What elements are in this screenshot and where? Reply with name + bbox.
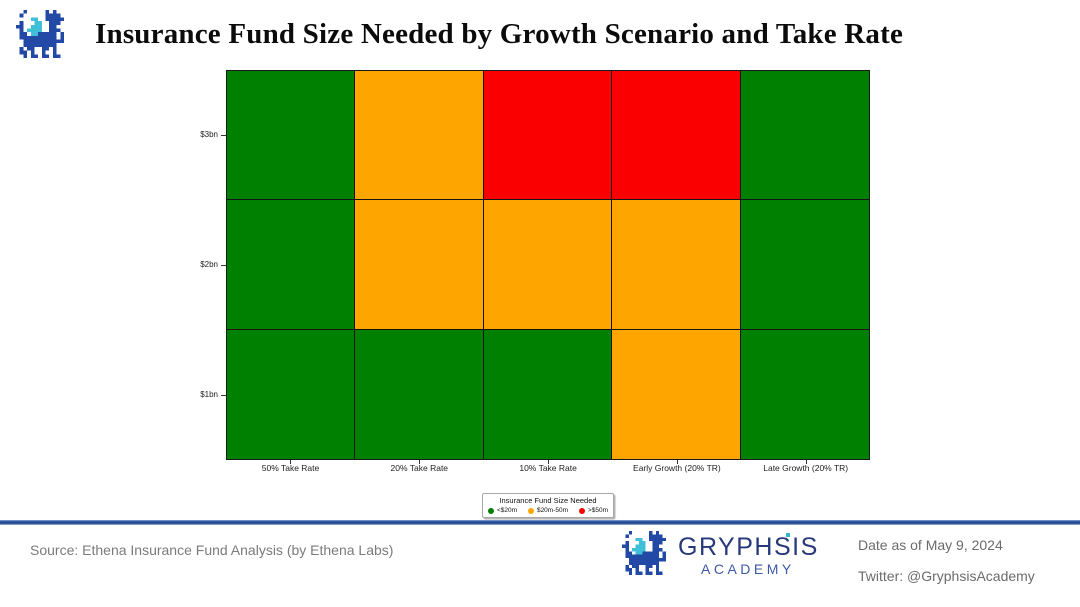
x-tick-label: Early Growth (20% TR) [633, 463, 721, 473]
legend-label: >$50m [587, 507, 608, 514]
x-tick-label: 20% Take Rate [390, 463, 449, 473]
heatmap-cell [227, 329, 356, 459]
legend: Insurance Fund Size Needed <$20m $20m-50m… [482, 493, 614, 518]
legend-dot-icon [488, 507, 494, 514]
heatmap-cell [355, 71, 484, 201]
gryphsis-dragon-icon-footer [622, 531, 666, 575]
y-tick-mark [221, 265, 226, 266]
x-tick-mark [290, 460, 292, 464]
x-tick-mark [548, 460, 549, 464]
brand-i-dot-accent [786, 533, 790, 537]
date-text: Date as of May 9, 2024 [858, 537, 1003, 553]
y-tick-label: $1bn [200, 390, 218, 399]
heatmap-cell [227, 200, 356, 330]
legend-entry: $20m-50m [527, 507, 569, 514]
x-tick-label: 10% Take Rate [519, 463, 577, 473]
heatmap-cell [740, 200, 869, 330]
legend-entry: >$50m [578, 507, 608, 514]
heatmap-cell [483, 71, 613, 201]
y-tick-label: $3bn [200, 130, 218, 139]
heatmap-cell [355, 329, 484, 459]
y-tick-mark [221, 395, 226, 396]
legend-label: $20m-50m [536, 507, 569, 514]
legend-entry: <$20m [488, 507, 517, 514]
source-text: Source: Ethena Insurance Fund Analysis (… [30, 542, 394, 558]
heatmap-cell [483, 200, 613, 330]
heatmap-cell [612, 200, 741, 330]
y-tick-mark [221, 135, 226, 136]
heatmap-cell [740, 71, 869, 201]
x-tick-label: 50% Take Rate [261, 463, 320, 473]
legend-entries: <$20m $20m-50m >$50m [487, 507, 609, 514]
x-tick-mark [676, 460, 678, 464]
gryphsis-dragon-icon [16, 10, 64, 58]
legend-title: Insurance Fund Size Needed [499, 496, 597, 505]
y-tick-label: $2bn [200, 260, 218, 269]
heatmap-cell [612, 71, 741, 201]
legend-label: <$20m [497, 507, 518, 514]
x-tick-label: Late Growth (20% TR) [763, 463, 849, 473]
legend-dot-icon [527, 507, 534, 514]
x-tick-mark [805, 460, 807, 464]
brand-subtitle: ACADEMY [701, 561, 795, 577]
heatmap-cell [483, 329, 613, 459]
heatmap-plot [226, 70, 870, 460]
x-tick-mark [419, 460, 421, 464]
page-title: Insurance Fund Size Needed by Growth Sce… [95, 18, 904, 50]
heatmap-cell [740, 329, 869, 459]
legend-dot-icon [578, 507, 585, 514]
heatmap-cell [227, 71, 356, 201]
heatmap-cell [355, 200, 484, 330]
brand-name: GRYPHSIS [678, 533, 819, 561]
twitter-handle: Twitter: @GryphsisAcademy [858, 568, 1035, 584]
footer-divider [0, 520, 1080, 525]
heatmap-cell [612, 329, 741, 459]
